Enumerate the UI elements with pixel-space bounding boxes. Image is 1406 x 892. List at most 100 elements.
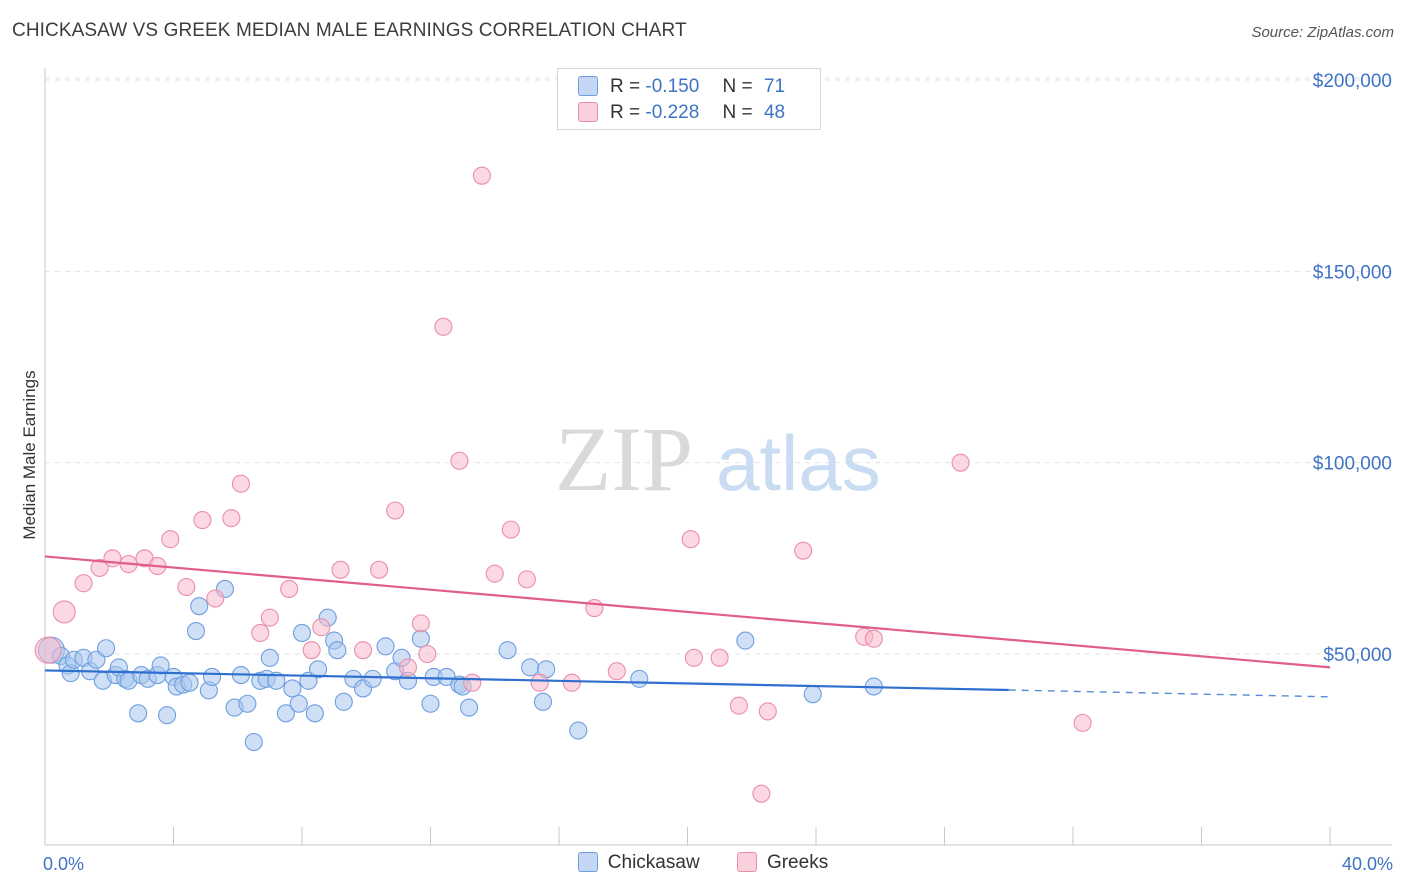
legend-swatch-chickasaw xyxy=(578,76,598,96)
series-chickasaw xyxy=(37,579,883,752)
data-point xyxy=(267,671,286,690)
watermark-atlas: atlas xyxy=(716,419,881,507)
data-point xyxy=(472,166,491,185)
data-point xyxy=(421,694,440,713)
data-point xyxy=(434,317,453,336)
data-point xyxy=(283,679,302,698)
data-point xyxy=(222,509,241,528)
data-point xyxy=(530,673,549,692)
data-point xyxy=(803,685,822,704)
data-point xyxy=(517,570,536,589)
series-label-chickasaw: Chickasaw xyxy=(607,852,700,873)
data-point xyxy=(74,574,93,593)
grid-lines xyxy=(45,77,1392,655)
legend-row-chickasaw: R = -0.150 N = 71 xyxy=(578,76,785,100)
data-point xyxy=(52,600,76,624)
data-point xyxy=(562,673,581,692)
data-point xyxy=(736,631,755,650)
data-point xyxy=(312,618,331,637)
data-point xyxy=(710,648,729,667)
data-point xyxy=(607,662,626,681)
series-legend-chickasaw[interactable]: Chickasaw xyxy=(577,852,700,874)
data-point xyxy=(193,511,212,530)
data-point xyxy=(758,702,777,721)
series-legend: Chickasaw Greeks xyxy=(0,852,1406,874)
legend-r-value: -0.228 xyxy=(645,102,700,123)
axes xyxy=(44,68,1392,846)
data-point xyxy=(729,696,748,715)
data-point xyxy=(463,673,482,692)
data-point xyxy=(238,694,257,713)
legend-swatch-greeks xyxy=(578,102,598,122)
trend-lines xyxy=(44,555,1331,698)
data-point xyxy=(533,692,552,711)
data-point xyxy=(501,520,520,539)
data-point xyxy=(203,667,222,687)
data-point xyxy=(418,644,437,664)
data-point xyxy=(521,658,540,677)
data-point xyxy=(309,660,328,679)
legend-n-value: 71 xyxy=(763,76,786,97)
data-point xyxy=(186,621,206,641)
data-point xyxy=(353,641,373,660)
data-point xyxy=(376,637,395,656)
data-point xyxy=(864,629,883,648)
data-point xyxy=(569,721,588,740)
legend-n-value: 48 xyxy=(763,102,786,123)
trend-line-chickasaw xyxy=(44,669,1009,692)
data-point xyxy=(498,641,517,660)
data-point xyxy=(96,639,116,658)
data-point xyxy=(328,641,347,660)
trend-line-extension xyxy=(1008,689,1331,698)
data-point xyxy=(180,673,199,692)
trend-line-greeks xyxy=(44,555,1331,669)
data-point xyxy=(794,541,813,560)
watermark-zip: ZIP xyxy=(555,408,693,510)
series-swatch-greeks xyxy=(736,852,757,872)
data-point xyxy=(585,599,604,618)
data-point xyxy=(951,453,970,472)
data-point xyxy=(363,669,382,688)
data-point xyxy=(331,560,350,579)
data-point xyxy=(251,623,270,643)
x-tick-label: 40.0% xyxy=(1342,854,1393,874)
correlation-legend: R = -0.150 N = 71 R = -0.228 N = 48 xyxy=(557,68,821,130)
data-point xyxy=(151,656,170,675)
data-point xyxy=(752,784,771,803)
series-legend-greeks[interactable]: Greeks xyxy=(736,852,829,874)
data-point xyxy=(459,698,479,717)
axis-labels: $50,000 $100,000 $150,000 $200,000 0.0% 40.0%… xyxy=(20,71,1393,874)
legend-n-label: N = xyxy=(722,76,753,97)
y-tick-label: $50,000 xyxy=(1323,645,1392,666)
data-point xyxy=(90,558,109,577)
y-axis-label: Median Male Earnings xyxy=(20,370,39,539)
data-point xyxy=(276,704,295,723)
data-point xyxy=(244,732,263,752)
data-point xyxy=(334,692,353,711)
data-point xyxy=(260,608,279,627)
y-tick-label: $150,000 xyxy=(1313,262,1392,283)
source-label: Source: ZipAtlas.com xyxy=(1251,24,1394,41)
x-tick-label: 0.0% xyxy=(43,854,84,874)
data-point xyxy=(103,549,122,568)
data-point xyxy=(231,474,251,493)
y-tick-label: $200,000 xyxy=(1313,71,1392,92)
data-point xyxy=(485,564,504,583)
data-point xyxy=(161,530,180,549)
data-point xyxy=(305,704,324,723)
data-point xyxy=(302,641,321,660)
data-point xyxy=(450,451,469,470)
data-point xyxy=(280,579,299,598)
legend-r-label: R = xyxy=(610,102,641,123)
data-point xyxy=(158,706,177,725)
data-point xyxy=(292,623,312,643)
y-tick-label: $100,000 xyxy=(1313,454,1392,475)
legend-r-label: R = xyxy=(610,76,641,97)
series-label-greeks: Greeks xyxy=(766,852,829,873)
series-swatch-chickasaw xyxy=(577,852,598,872)
legend-n-label: N = xyxy=(722,102,753,123)
legend-row-greeks: R = -0.228 N = 48 xyxy=(578,102,785,126)
data-point xyxy=(260,648,279,667)
data-point xyxy=(190,597,209,616)
data-point xyxy=(681,530,700,549)
